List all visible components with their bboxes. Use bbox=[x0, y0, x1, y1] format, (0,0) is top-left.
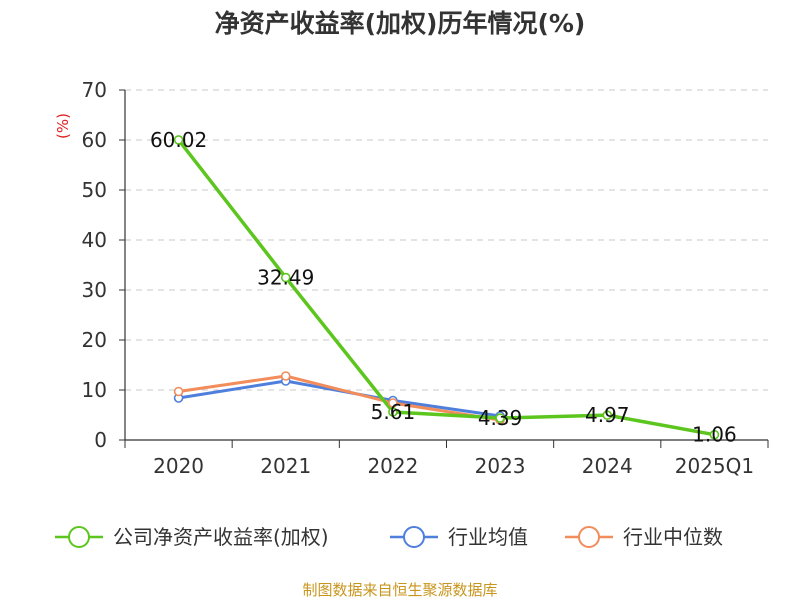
x-tick-label: 2024 bbox=[582, 454, 633, 478]
data-label: 60.02 bbox=[150, 128, 207, 152]
y-tick-label: 10 bbox=[82, 378, 107, 402]
y-tick-label: 20 bbox=[82, 328, 107, 352]
legend-label: 公司净资产收益率(加权) bbox=[113, 525, 329, 549]
grid-lines bbox=[125, 89, 768, 391]
data-label: 5.61 bbox=[371, 400, 416, 424]
data-labels: 60.02 32.49 5.61 4.39 4.97 1.06 bbox=[150, 128, 737, 447]
axes bbox=[119, 89, 769, 448]
y-tick-label: 40 bbox=[82, 228, 107, 252]
legend-swatch-marker bbox=[68, 526, 90, 548]
y-tick-label: 70 bbox=[82, 78, 107, 102]
data-point bbox=[495, 413, 505, 423]
series-line bbox=[178, 379, 501, 418]
chart-title: 净资产收益率(加权)历年情况(%) bbox=[215, 9, 586, 38]
x-tick-label: 2025Q1 bbox=[675, 454, 754, 478]
legend-swatch-marker bbox=[578, 526, 600, 548]
x-tick-label: 2020 bbox=[153, 454, 204, 478]
data-label: 4.39 bbox=[478, 406, 523, 430]
data-point bbox=[388, 398, 398, 408]
y-axis-label: (%) bbox=[54, 113, 72, 139]
y-tick-label: 50 bbox=[82, 178, 107, 202]
data-label: 4.97 bbox=[585, 403, 630, 427]
y-tick-labels: 0 10 20 30 40 50 60 70 bbox=[82, 78, 107, 452]
legend: 公司净资产收益率(加权) 行业均值 行业中位数 bbox=[55, 525, 723, 549]
legend-label: 行业均值 bbox=[448, 525, 528, 549]
data-point bbox=[173, 135, 184, 145]
source-note: 制图数据来自恒生聚源数据库 bbox=[302, 581, 497, 599]
data-point bbox=[280, 371, 291, 381]
x-tick-label: 2022 bbox=[367, 454, 418, 478]
data-point bbox=[280, 272, 291, 283]
data-point bbox=[388, 407, 398, 417]
legend-item: 公司净资产收益率(加权) bbox=[55, 525, 329, 549]
series-points bbox=[173, 135, 720, 440]
legend-item: 行业均值 bbox=[390, 525, 528, 549]
legend-label: 行业中位数 bbox=[623, 525, 723, 549]
data-point bbox=[709, 429, 720, 440]
y-tick-label: 60 bbox=[82, 128, 107, 152]
x-tick-labels: 2020 2021 2022 2023 2024 2025Q1 bbox=[153, 454, 754, 478]
data-label: 32.49 bbox=[257, 266, 314, 290]
series-line bbox=[177, 138, 715, 437]
data-label: 1.06 bbox=[692, 423, 737, 447]
legend-item: 行业中位数 bbox=[565, 525, 723, 549]
x-tick-label: 2021 bbox=[260, 454, 311, 478]
y-tick-label: 0 bbox=[94, 428, 107, 452]
series-lines bbox=[177, 138, 715, 437]
y-tick-label: 30 bbox=[82, 278, 107, 302]
series-line bbox=[178, 374, 501, 422]
x-tick-label: 2023 bbox=[475, 454, 526, 478]
data-point bbox=[602, 410, 613, 420]
legend-swatch-marker bbox=[403, 526, 425, 548]
data-point bbox=[173, 386, 184, 397]
